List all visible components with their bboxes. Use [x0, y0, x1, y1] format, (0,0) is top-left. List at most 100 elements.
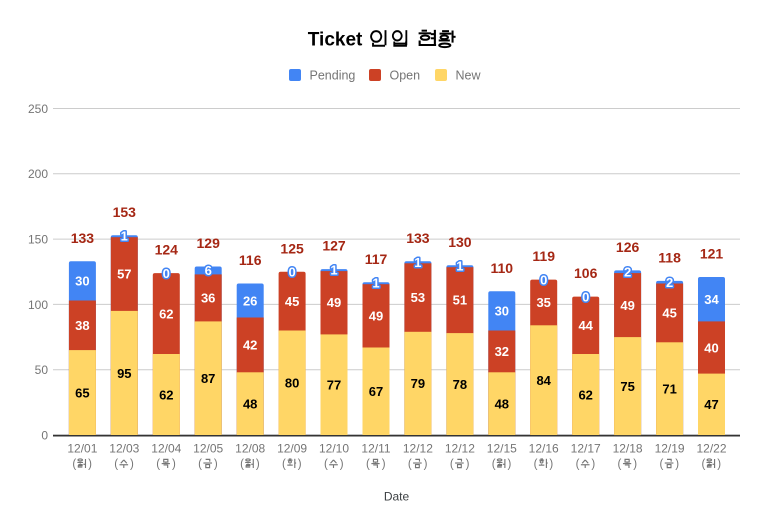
svg-text:(: ( — [198, 459, 202, 471]
svg-text:): ) — [424, 459, 428, 471]
svg-text:(: ( — [408, 459, 412, 471]
svg-text:150: 150 — [28, 233, 48, 247]
svg-text:(: ( — [450, 459, 454, 471]
svg-text:124: 124 — [155, 242, 179, 258]
svg-text:(: ( — [282, 459, 286, 471]
svg-text:(: ( — [492, 459, 496, 471]
svg-text:106: 106 — [574, 265, 598, 281]
svg-text:12/11: 12/11 — [361, 441, 390, 455]
svg-text:(: ( — [534, 459, 538, 471]
svg-text:(: ( — [72, 459, 76, 471]
svg-text:1: 1 — [330, 263, 337, 278]
svg-text:133: 133 — [406, 230, 430, 246]
svg-text:): ) — [549, 459, 553, 471]
svg-text:(: ( — [240, 459, 244, 471]
svg-text:0: 0 — [41, 428, 48, 442]
svg-text:75: 75 — [620, 379, 634, 394]
svg-text:): ) — [717, 459, 721, 471]
svg-text:38: 38 — [75, 318, 89, 333]
svg-text:Pending: Pending — [310, 69, 356, 83]
svg-text:47: 47 — [704, 397, 718, 412]
svg-text:125: 125 — [280, 240, 304, 256]
svg-text:77: 77 — [327, 378, 341, 393]
svg-text:12/10: 12/10 — [319, 441, 349, 455]
svg-text:49: 49 — [327, 295, 341, 310]
svg-text:12/08: 12/08 — [235, 441, 265, 455]
svg-text:250: 250 — [28, 102, 48, 116]
svg-text:0: 0 — [582, 289, 589, 304]
svg-text:30: 30 — [495, 304, 509, 319]
svg-text:62: 62 — [578, 387, 592, 402]
svg-text:84: 84 — [536, 373, 551, 388]
svg-text:New: New — [456, 69, 482, 83]
svg-text:(: ( — [701, 459, 705, 471]
svg-text:67: 67 — [369, 384, 383, 399]
svg-text:): ) — [298, 459, 302, 471]
svg-text:65: 65 — [75, 385, 89, 400]
svg-text:(: ( — [366, 459, 370, 471]
svg-text:(: ( — [114, 459, 118, 471]
svg-text:79: 79 — [411, 376, 425, 391]
svg-text:): ) — [675, 459, 679, 471]
svg-text:12/03: 12/03 — [109, 441, 139, 455]
svg-text:87: 87 — [201, 371, 215, 386]
svg-text:12/09: 12/09 — [277, 441, 307, 455]
svg-text:45: 45 — [662, 306, 676, 321]
svg-text:): ) — [130, 459, 134, 471]
svg-text:12/19: 12/19 — [655, 441, 685, 455]
svg-text:100: 100 — [28, 298, 48, 312]
svg-text:(: ( — [660, 459, 664, 471]
svg-text:78: 78 — [453, 377, 467, 392]
svg-text:2: 2 — [624, 265, 631, 280]
svg-text:57: 57 — [117, 267, 131, 282]
svg-text:12/16: 12/16 — [529, 441, 559, 455]
svg-text:(: ( — [324, 459, 328, 471]
svg-text:): ) — [633, 459, 637, 471]
svg-text:12/01: 12/01 — [67, 441, 97, 455]
svg-text:133: 133 — [71, 230, 95, 246]
svg-text:50: 50 — [35, 363, 49, 377]
svg-text:62: 62 — [159, 387, 173, 402]
svg-text:48: 48 — [495, 397, 509, 412]
svg-text:153: 153 — [113, 204, 137, 220]
svg-text:0: 0 — [163, 266, 170, 281]
svg-text:Open: Open — [390, 69, 421, 83]
svg-text:0: 0 — [540, 272, 547, 287]
svg-text:36: 36 — [201, 291, 215, 306]
svg-text:51: 51 — [453, 293, 467, 308]
svg-text:130: 130 — [448, 234, 472, 250]
svg-text:): ) — [256, 459, 260, 471]
svg-text:6: 6 — [205, 263, 212, 278]
svg-text:129: 129 — [197, 235, 221, 251]
svg-text:Date: Date — [384, 490, 410, 504]
svg-text:49: 49 — [620, 298, 634, 313]
svg-text:Ticket: Ticket — [308, 30, 363, 51]
svg-text:200: 200 — [28, 167, 48, 181]
svg-text:): ) — [382, 459, 386, 471]
svg-text:26: 26 — [243, 293, 257, 308]
svg-text:40: 40 — [704, 340, 718, 355]
svg-text:(: ( — [576, 459, 580, 471]
svg-text:121: 121 — [700, 246, 724, 262]
svg-text:12/22: 12/22 — [696, 441, 726, 455]
svg-text:117: 117 — [365, 251, 388, 267]
svg-text:126: 126 — [616, 239, 640, 255]
svg-text:1: 1 — [456, 259, 463, 274]
svg-text:53: 53 — [411, 290, 425, 305]
svg-text:): ) — [466, 459, 470, 471]
svg-text:): ) — [508, 459, 512, 471]
svg-text:12/15: 12/15 — [487, 441, 517, 455]
svg-text:95: 95 — [117, 366, 131, 381]
svg-text:32: 32 — [495, 344, 509, 359]
svg-text:42: 42 — [243, 338, 257, 353]
svg-text:80: 80 — [285, 376, 299, 391]
svg-text:(: ( — [618, 459, 622, 471]
svg-text:49: 49 — [369, 308, 383, 323]
svg-text:62: 62 — [159, 306, 173, 321]
svg-text:): ) — [340, 459, 344, 471]
svg-text:30: 30 — [75, 274, 89, 289]
svg-text:(: ( — [156, 459, 160, 471]
svg-text:): ) — [214, 459, 218, 471]
svg-text:118: 118 — [658, 250, 681, 266]
svg-text:0: 0 — [288, 265, 295, 280]
